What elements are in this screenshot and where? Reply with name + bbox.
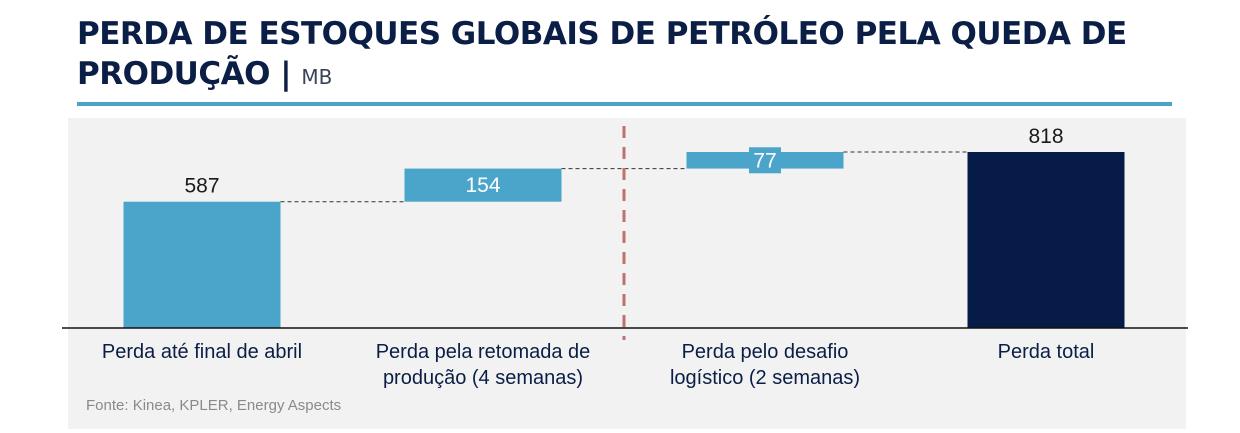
data-label: 818 xyxy=(1028,125,1063,148)
source-note: Fonte: Kinea, KPLER, Energy Aspects xyxy=(86,397,342,414)
data-label-bg xyxy=(461,172,505,199)
x-tick-label-line: Perda total xyxy=(998,341,1095,363)
x-tick-label-line: Perda até final de abril xyxy=(102,341,302,363)
data-label: 77 xyxy=(753,149,776,172)
title-underline xyxy=(77,102,1172,106)
data-label-bg xyxy=(749,147,781,174)
data-label: 154 xyxy=(465,174,500,197)
bar-4 xyxy=(967,152,1125,328)
data-label: 587 xyxy=(184,175,219,198)
x-tick-label-line: produção (4 semanas) xyxy=(383,367,583,389)
x-tick-label-line: logístico (2 semanas) xyxy=(670,367,860,389)
x-tick-label-line: Perda pelo desafio xyxy=(682,341,849,363)
title-separator: | xyxy=(280,56,292,92)
x-tick-label: Perda total xyxy=(998,341,1095,363)
x-tick-label-line: Perda pela retomada de xyxy=(376,341,591,363)
chart-title: PERDA DE ESTOQUES GLOBAIS DE PETRÓLEO PE… xyxy=(77,14,1177,97)
bar-1 xyxy=(123,201,281,328)
x-tick-label: Perda até final de abril xyxy=(102,341,302,363)
x-tick-label: Perda pelo desafio logístico (2 semanas) xyxy=(670,341,860,389)
x-tick-label: Perda pela retomada de produção (4 semana… xyxy=(376,341,591,389)
chart-unit: MB xyxy=(301,65,333,89)
chart-title-text: PERDA DE ESTOQUES GLOBAIS DE PETRÓLEO PE… xyxy=(77,16,1127,92)
